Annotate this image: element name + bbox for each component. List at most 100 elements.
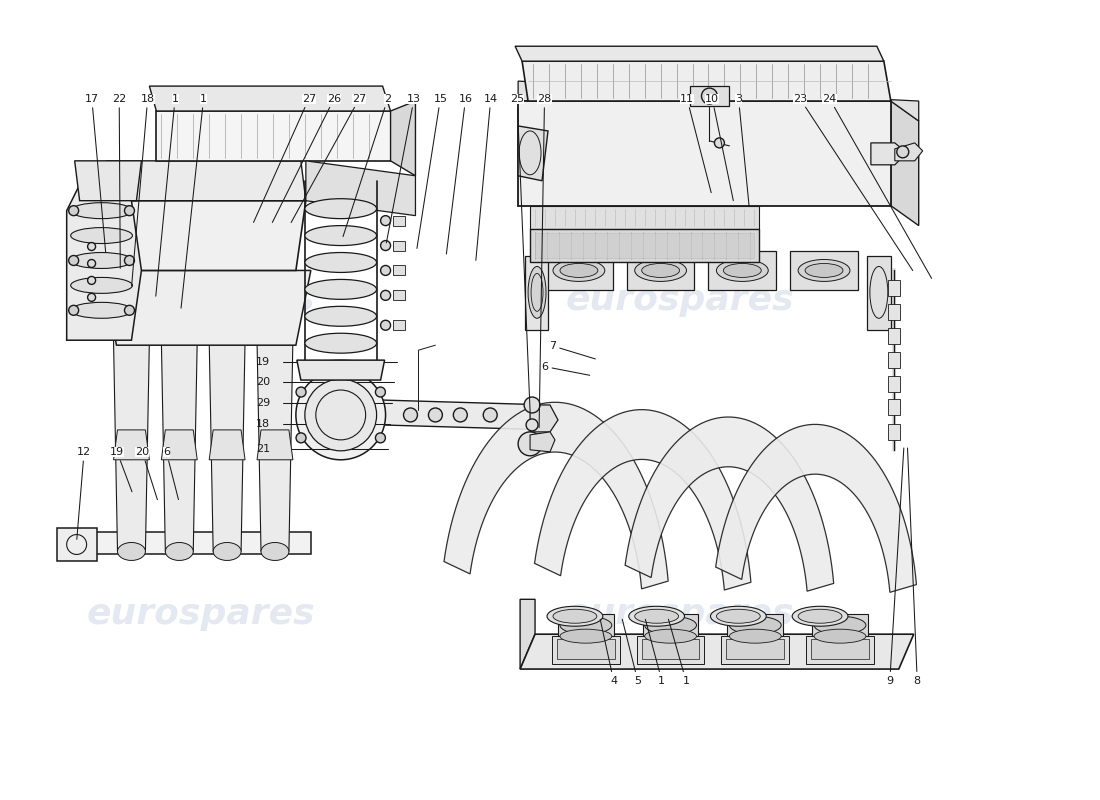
Text: 27: 27	[292, 94, 366, 222]
Text: 1: 1	[669, 619, 690, 686]
Ellipse shape	[645, 630, 696, 643]
Text: eurospares: eurospares	[565, 283, 794, 318]
Ellipse shape	[70, 302, 132, 318]
Ellipse shape	[305, 226, 376, 246]
Polygon shape	[530, 206, 759, 229]
Polygon shape	[871, 143, 906, 165]
Polygon shape	[150, 86, 390, 111]
Text: 6: 6	[163, 447, 178, 499]
Polygon shape	[393, 290, 405, 300]
Polygon shape	[113, 340, 150, 551]
Ellipse shape	[70, 253, 132, 269]
Polygon shape	[888, 304, 900, 320]
Text: 1: 1	[646, 619, 666, 686]
Ellipse shape	[792, 606, 848, 626]
Ellipse shape	[70, 278, 132, 294]
Circle shape	[381, 266, 390, 275]
Polygon shape	[393, 216, 405, 226]
Circle shape	[702, 88, 717, 104]
Polygon shape	[722, 636, 789, 664]
Ellipse shape	[711, 606, 767, 626]
Polygon shape	[558, 614, 614, 636]
Ellipse shape	[629, 606, 684, 626]
Ellipse shape	[805, 263, 843, 278]
Text: 27: 27	[253, 94, 316, 222]
Polygon shape	[552, 636, 619, 664]
Ellipse shape	[560, 630, 612, 643]
Text: 1: 1	[182, 94, 207, 308]
Ellipse shape	[305, 306, 376, 326]
Circle shape	[896, 146, 909, 158]
Polygon shape	[790, 250, 858, 290]
Polygon shape	[627, 250, 694, 290]
Circle shape	[124, 206, 134, 216]
Ellipse shape	[553, 259, 605, 282]
Ellipse shape	[213, 542, 241, 561]
Circle shape	[88, 277, 96, 285]
Polygon shape	[57, 527, 97, 562]
Circle shape	[375, 433, 385, 443]
Polygon shape	[888, 328, 900, 344]
Text: 10: 10	[705, 94, 734, 201]
Polygon shape	[530, 432, 556, 452]
Polygon shape	[520, 599, 535, 669]
Polygon shape	[390, 101, 416, 176]
Circle shape	[375, 387, 385, 397]
Ellipse shape	[799, 610, 842, 623]
Text: 18: 18	[255, 419, 270, 429]
Polygon shape	[393, 266, 405, 275]
Text: 25: 25	[510, 94, 530, 412]
Text: 12: 12	[77, 447, 91, 539]
Polygon shape	[381, 400, 550, 430]
Polygon shape	[393, 241, 405, 250]
Circle shape	[428, 408, 442, 422]
Polygon shape	[891, 101, 918, 226]
Polygon shape	[888, 376, 900, 392]
Text: 1: 1	[156, 94, 178, 296]
Polygon shape	[812, 614, 868, 636]
Text: 24: 24	[823, 94, 932, 278]
Polygon shape	[444, 402, 668, 589]
Circle shape	[714, 138, 725, 148]
Ellipse shape	[641, 263, 680, 278]
Polygon shape	[806, 636, 873, 664]
Polygon shape	[726, 639, 784, 659]
Polygon shape	[113, 430, 150, 460]
Ellipse shape	[305, 360, 376, 380]
Text: 19: 19	[110, 447, 132, 492]
Text: 14: 14	[476, 94, 498, 260]
Circle shape	[124, 255, 134, 266]
Circle shape	[518, 432, 542, 456]
Circle shape	[296, 433, 306, 443]
Text: 20: 20	[255, 378, 270, 387]
Circle shape	[483, 408, 497, 422]
Ellipse shape	[70, 228, 132, 243]
Circle shape	[381, 241, 390, 250]
Circle shape	[524, 397, 540, 413]
Polygon shape	[535, 410, 751, 590]
Polygon shape	[515, 46, 883, 61]
Circle shape	[88, 259, 96, 267]
Polygon shape	[306, 161, 416, 216]
Text: 3: 3	[735, 94, 749, 206]
Polygon shape	[708, 250, 777, 290]
Ellipse shape	[553, 610, 597, 623]
Ellipse shape	[305, 334, 376, 353]
Ellipse shape	[716, 610, 760, 623]
Text: 22: 22	[112, 94, 126, 268]
Ellipse shape	[305, 279, 376, 299]
Polygon shape	[297, 360, 385, 380]
Text: 4: 4	[601, 619, 617, 686]
Polygon shape	[101, 161, 306, 201]
Text: 19: 19	[255, 357, 270, 366]
Polygon shape	[544, 250, 613, 290]
Polygon shape	[257, 430, 293, 460]
Polygon shape	[888, 352, 900, 368]
Ellipse shape	[635, 259, 686, 282]
Polygon shape	[209, 340, 245, 551]
Ellipse shape	[729, 630, 781, 643]
Ellipse shape	[645, 616, 696, 634]
Text: 18: 18	[132, 94, 155, 286]
Polygon shape	[625, 417, 834, 591]
Ellipse shape	[814, 630, 866, 643]
